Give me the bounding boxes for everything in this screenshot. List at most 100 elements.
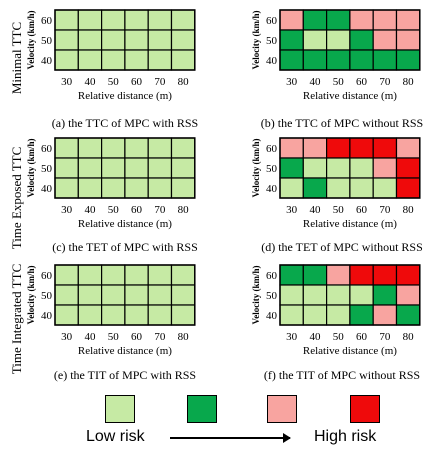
heatmap-cell: [77, 9, 103, 31]
x-tick-label: 60: [356, 76, 368, 88]
heatmap-cell: [170, 9, 196, 31]
x-tick-label: 30: [61, 204, 73, 216]
x-tick-label: 70: [154, 331, 166, 343]
y-tick-label: 40: [266, 310, 278, 322]
heatmap-svg: 60 50 40 30 40 50 60 70 80 Relative distance (m) V…: [251, 9, 421, 102]
heatmap-cell: [349, 264, 374, 286]
heatmap-cell: [124, 137, 149, 159]
heatmap-cell: [147, 177, 173, 199]
y-tick-label: 60: [266, 15, 278, 27]
y-tick-label: 40: [266, 183, 278, 195]
heatmap-cell: [302, 304, 328, 326]
heatmap-cell: [372, 177, 398, 199]
x-tick-label: 60: [131, 331, 143, 343]
heatmap-cell: [100, 29, 126, 51]
y-tick-label: 60: [266, 143, 278, 155]
heatmap-cell: [170, 49, 196, 71]
heatmap-border: [54, 137, 196, 199]
heatmap-cell: [372, 304, 398, 326]
y-tick-label: 40: [41, 55, 53, 67]
heatmap-cell: [395, 29, 421, 51]
heatmap-cell: [170, 29, 196, 51]
heatmap-cell: [395, 264, 421, 286]
heatmap-panel-a: 60 50 40 30 40 50 60 70 80 Relative distance (m) V…: [25, 5, 225, 117]
heatmap-cell: [279, 284, 304, 306]
heatmap-cell: [100, 304, 126, 326]
caption-f: (f) the TIT of MPC without RSS: [263, 368, 421, 382]
x-tick-label: 80: [403, 331, 415, 343]
heatmap-cell: [170, 177, 196, 199]
heatmap-cell: [372, 137, 398, 159]
x-tick-label: 30: [286, 204, 298, 216]
y-tick-label: 60: [41, 143, 53, 155]
heatmap-cell: [124, 284, 149, 306]
x-tick-label: 60: [356, 204, 368, 216]
x-axis-label: Relative distance (m): [303, 90, 397, 102]
legend-swatch-light-red: [267, 395, 297, 423]
heatmap-svg: 60 50 40 30 40 50 60 70 80 Relative distance (m) V…: [251, 137, 421, 230]
y-tick-label: 60: [41, 270, 53, 282]
x-tick-label: 40: [309, 76, 321, 88]
heatmap-svg: 60 50 40 30 40 50 60 70 80 Relative distance (m) V…: [26, 264, 196, 357]
heatmap-panel-c: 60 50 40 30 40 50 60 70 80 Relative distance (m) V…: [25, 133, 225, 245]
x-tick-label: 40: [84, 331, 96, 343]
heatmap-cell: [395, 49, 421, 71]
heatmap-cell: [54, 157, 79, 179]
x-axis-label: Relative distance (m): [303, 345, 397, 357]
x-tick-label: 80: [178, 204, 190, 216]
heatmap-cell: [279, 177, 304, 199]
x-tick-label: 70: [154, 76, 166, 88]
caption-b: (b) the TTC of MPC without RSS: [260, 116, 424, 130]
x-tick-label: 30: [61, 76, 73, 88]
heatmap-cell: [349, 284, 374, 306]
heatmap-cell: [77, 157, 103, 179]
heatmap-cell: [279, 49, 304, 71]
x-tick-label: 70: [379, 204, 391, 216]
x-tick-label: 30: [61, 331, 73, 343]
heatmap-cell: [395, 177, 421, 199]
heatmap-cell: [170, 157, 196, 179]
heatmap-cell: [147, 137, 173, 159]
y-tick-label: 50: [266, 35, 278, 47]
x-axis-label: Relative distance (m): [78, 218, 172, 230]
x-tick-label: 70: [379, 76, 391, 88]
legend-swatch-red: [350, 395, 380, 423]
x-tick-label: 50: [333, 204, 345, 216]
row-title-text: Minimal TTC: [9, 21, 24, 95]
heatmap-cell: [325, 137, 351, 159]
y-tick-label: 50: [41, 35, 53, 47]
heatmap-border: [54, 9, 196, 71]
y-axis-label: Velocity (km/h): [251, 266, 261, 325]
caption-d: (d) the TET of MPC without RSS: [261, 240, 423, 254]
heatmap-cell: [100, 264, 126, 286]
heatmap-cell: [124, 157, 149, 179]
x-tick-label: 80: [403, 204, 415, 216]
heatmap-cell: [100, 9, 126, 31]
heatmap-cell: [54, 49, 79, 71]
heatmap-cell: [302, 284, 328, 306]
heatmap-cell: [325, 9, 351, 31]
heatmap-cell: [77, 49, 103, 71]
heatmap-cell: [279, 137, 304, 159]
heatmap-cell: [124, 264, 149, 286]
x-tick-label: 40: [84, 204, 96, 216]
heatmap-cell: [302, 137, 328, 159]
x-tick-label: 60: [131, 204, 143, 216]
legend-swatch-low-light-green: [105, 395, 135, 423]
x-axis-label: Relative distance (m): [78, 90, 172, 102]
heatmap-cell: [77, 29, 103, 51]
heatmap-cell: [77, 304, 103, 326]
x-tick-label: 70: [154, 204, 166, 216]
heatmap-cell: [279, 29, 304, 51]
heatmap-cell: [170, 137, 196, 159]
heatmap-cell: [147, 49, 173, 71]
heatmap-cell: [395, 9, 421, 31]
x-tick-label: 50: [108, 331, 120, 343]
legend-low-risk-label: Low risk: [86, 428, 145, 445]
heatmap-cell: [147, 157, 173, 179]
heatmap-cell: [100, 177, 126, 199]
heatmap-cell: [54, 137, 79, 159]
heatmap-cell: [124, 304, 149, 326]
heatmap-panel-f: 60 50 40 30 40 50 60 70 80 Relative distance (m) V…: [250, 260, 443, 372]
y-tick-label: 40: [41, 183, 53, 195]
